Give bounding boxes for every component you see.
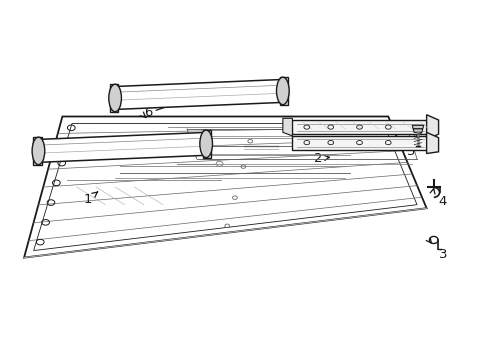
Polygon shape — [282, 118, 292, 136]
Ellipse shape — [32, 137, 45, 165]
Text: 3: 3 — [438, 248, 446, 261]
Text: 1: 1 — [84, 192, 98, 206]
Polygon shape — [39, 132, 206, 162]
Polygon shape — [34, 123, 416, 251]
Polygon shape — [412, 129, 422, 132]
Polygon shape — [110, 84, 118, 112]
Polygon shape — [411, 125, 423, 129]
Polygon shape — [115, 80, 282, 109]
Text: 5: 5 — [407, 145, 415, 158]
Polygon shape — [33, 137, 41, 165]
Polygon shape — [292, 120, 426, 134]
Polygon shape — [203, 130, 211, 158]
Polygon shape — [426, 132, 438, 154]
Ellipse shape — [200, 130, 212, 158]
Text: 2: 2 — [313, 152, 329, 165]
Polygon shape — [24, 117, 426, 258]
Text: 6: 6 — [144, 107, 153, 120]
Polygon shape — [292, 136, 426, 150]
Text: 4: 4 — [438, 195, 446, 208]
Polygon shape — [426, 115, 438, 139]
Polygon shape — [279, 77, 287, 105]
Ellipse shape — [276, 77, 288, 105]
Ellipse shape — [108, 84, 121, 112]
